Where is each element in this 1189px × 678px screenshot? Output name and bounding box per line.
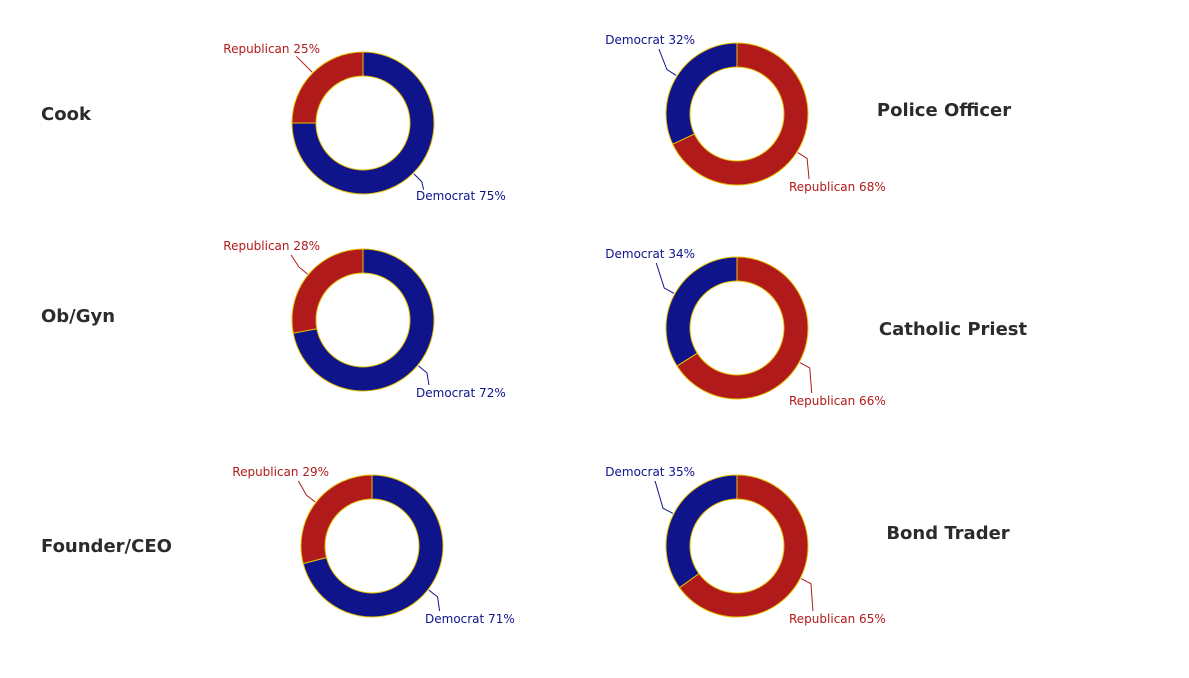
leader-ob-gyn-democrat bbox=[418, 365, 430, 386]
label-ob-gyn-republican: Republican 28% bbox=[223, 239, 320, 253]
label-catholic-priest-republican: Republican 66% bbox=[789, 394, 886, 408]
label-ob-gyn-democrat: Democrat 72% bbox=[416, 386, 506, 400]
donut-hole-catholic-priest bbox=[689, 280, 785, 376]
leader-catholic-priest-republican bbox=[799, 362, 813, 394]
donuts-layer bbox=[290, 42, 814, 618]
donut-hole-cook bbox=[315, 75, 411, 171]
title-ob-gyn: Ob/Gyn bbox=[41, 306, 115, 327]
donut-founder-ceo bbox=[297, 474, 444, 618]
label-cook-republican: Republican 25% bbox=[223, 42, 320, 56]
leader-bond-trader-republican bbox=[800, 578, 814, 612]
leader-cook-republican bbox=[295, 55, 313, 73]
label-police-officer-democrat: Democrat 32% bbox=[605, 33, 695, 47]
label-catholic-priest-democrat: Democrat 34% bbox=[605, 247, 695, 261]
title-cook: Cook bbox=[41, 104, 92, 125]
label-cook-democrat: Democrat 75% bbox=[416, 189, 506, 203]
donut-police-officer bbox=[658, 42, 810, 186]
donut-catholic-priest bbox=[655, 256, 813, 400]
donut-bond-trader bbox=[654, 474, 814, 618]
leader-police-officer-democrat bbox=[658, 48, 677, 76]
donut-ob-gyn bbox=[290, 248, 435, 392]
donut-hole-ob-gyn bbox=[315, 272, 411, 368]
leader-police-officer-republican bbox=[797, 152, 810, 180]
donut-hole-police-officer bbox=[689, 66, 785, 162]
leader-cook-democrat bbox=[413, 173, 425, 190]
title-bond-trader: Bond Trader bbox=[886, 523, 1009, 544]
leader-ob-gyn-republican bbox=[290, 254, 308, 275]
label-bond-trader-democrat: Democrat 35% bbox=[605, 465, 695, 479]
donut-hole-bond-trader bbox=[689, 498, 785, 594]
donut-hole-founder-ceo bbox=[324, 498, 420, 594]
title-catholic-priest: Catholic Priest bbox=[879, 319, 1028, 340]
donut-cook bbox=[291, 51, 435, 195]
leader-bond-trader-democrat bbox=[654, 480, 674, 514]
label-police-officer-republican: Republican 68% bbox=[789, 180, 886, 194]
title-founder-ceo: Founder/CEO bbox=[41, 536, 172, 557]
leader-founder-ceo-democrat bbox=[428, 589, 441, 612]
label-bond-trader-republican: Republican 65% bbox=[789, 612, 886, 626]
leader-catholic-priest-democrat bbox=[655, 262, 675, 294]
label-founder-ceo-democrat: Democrat 71% bbox=[425, 612, 515, 626]
label-founder-ceo-republican: Republican 29% bbox=[232, 465, 329, 479]
leader-founder-ceo-republican bbox=[297, 480, 316, 503]
title-police-officer: Police Officer bbox=[877, 100, 1011, 121]
